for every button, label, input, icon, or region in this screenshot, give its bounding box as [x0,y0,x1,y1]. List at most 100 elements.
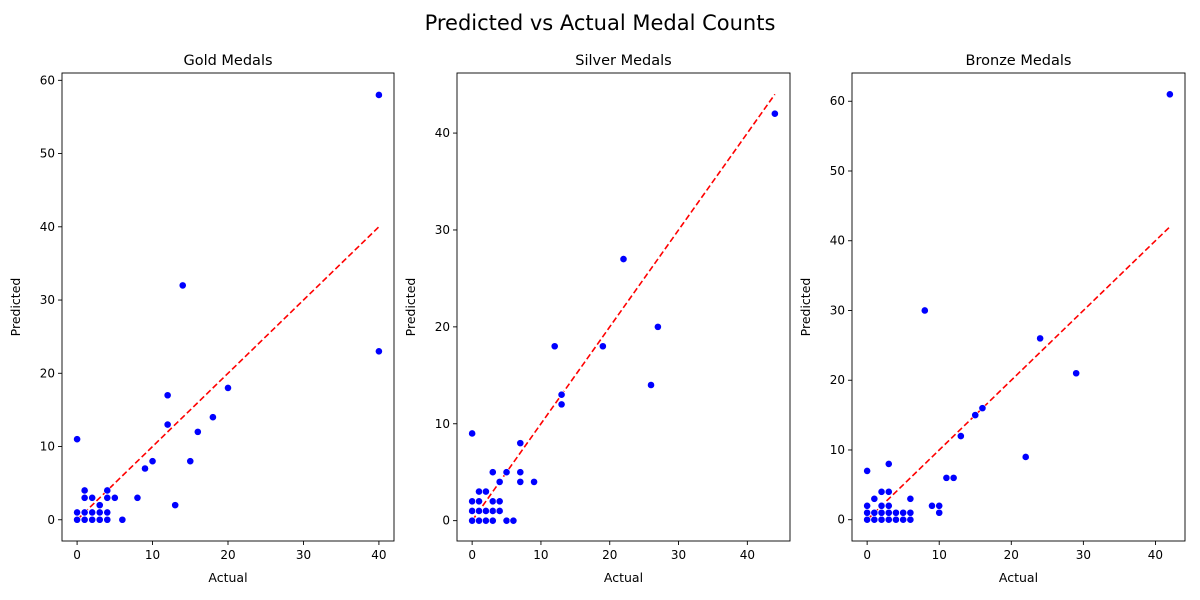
y-tick-label: 40 [40,220,55,234]
data-point [103,493,112,502]
data-point [884,487,893,496]
data-point [148,457,157,466]
data-point [942,473,951,482]
x-tick-label: 40 [1148,548,1163,562]
data-point [509,516,518,525]
data-point [488,497,497,506]
y-tick-label: 20 [40,366,55,380]
x-tick-label: 0 [468,548,476,562]
x-tick-label: 40 [740,548,755,562]
data-point [80,508,89,517]
data-point [920,306,929,315]
data-point [495,477,504,486]
data-point [899,515,908,524]
x-tick-label: 10 [932,548,947,562]
x-axis-label: Actual [604,570,643,585]
x-tick-label: 10 [533,548,548,562]
data-point [95,515,104,524]
data-point [488,468,497,477]
y-tick-label: 10 [435,417,450,431]
data-point [502,516,511,525]
data-point [495,507,504,515]
data-point [88,515,97,524]
data-point [978,404,987,413]
data-point [884,501,893,510]
data-point [516,439,525,448]
data-point [906,494,915,503]
data-point [949,473,958,482]
data-point [1072,369,1081,378]
data-point [468,507,477,515]
data-point [495,497,504,506]
reference-line [866,226,1171,521]
y-tick-label: 40 [435,126,450,140]
figure-title: Predicted vs Actual Medal Counts [425,11,776,35]
data-point [178,281,187,290]
plot-title: Bronze Medals [966,53,1072,69]
data-point [870,494,879,503]
data-point [110,493,119,502]
y-axis-label: Predicted [8,278,23,337]
data-point [118,515,127,524]
data-point [870,515,879,524]
y-tick-label: 30 [40,293,55,307]
data-point [375,91,383,99]
data-point [468,497,477,506]
data-point [475,497,483,506]
y-tick-label: 10 [40,440,55,454]
data-point [877,487,886,496]
y-tick-label: 30 [435,223,450,237]
y-tick-label: 50 [40,147,55,161]
data-point [557,390,566,399]
data-point [73,508,81,517]
data-point [892,508,900,517]
data-point [193,427,202,436]
data-point [73,435,81,444]
y-tick-label: 20 [435,320,450,334]
data-point [1036,334,1045,343]
y-tick-label: 40 [830,234,845,248]
data-point [884,460,893,468]
data-point [475,487,483,496]
data-point [1021,453,1030,461]
data-point [481,516,490,525]
data-point [488,516,497,525]
data-point [103,486,112,495]
data-point [899,508,908,517]
x-tick-label: 20 [1004,548,1019,562]
data-point [598,342,607,351]
y-tick-label: 30 [830,303,845,317]
plot-frame [456,72,791,542]
data-point [516,477,525,486]
data-point [877,501,886,510]
data-point [884,508,893,517]
data-point [481,487,490,496]
data-point [863,508,872,517]
plot-frame [61,72,395,542]
data-point [488,507,497,515]
x-tick-label: 10 [145,548,160,562]
data-point [863,467,872,475]
plot-title: Silver Medals [575,53,671,69]
data-point [619,255,628,263]
y-tick-label: 0 [442,514,450,528]
y-axis-label: Predicted [798,278,813,337]
data-point [884,515,893,524]
x-axis-label: Actual [208,570,247,585]
data-point [956,432,965,440]
reference-line [76,226,380,521]
data-point [935,501,944,510]
y-tick-label: 60 [830,94,845,108]
data-point [95,501,104,510]
plot-title: Gold Medals [183,53,272,69]
data-point [654,322,662,331]
data-point [516,468,525,477]
data-point [877,508,886,517]
data-point [530,477,538,486]
data-point [103,508,112,517]
data-point [475,516,483,525]
data-point [468,516,477,525]
data-point [1165,90,1174,99]
